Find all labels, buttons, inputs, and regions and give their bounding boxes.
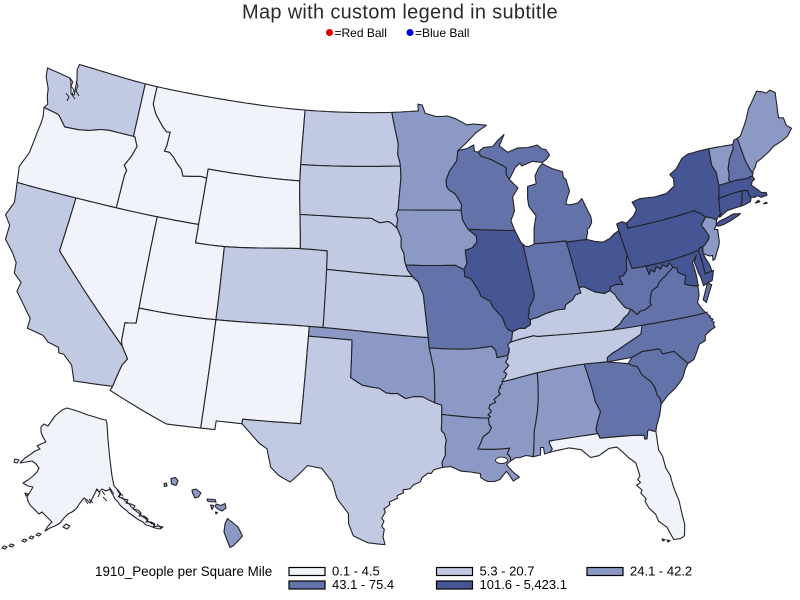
svg-text:43.1 - 75.4: 43.1 - 75.4 bbox=[332, 577, 394, 592]
svg-text:0.1 - 4.5: 0.1 - 4.5 bbox=[332, 564, 380, 579]
svg-text:=Blue Ball: =Blue Ball bbox=[415, 26, 469, 40]
svg-text:24.1 - 42.2: 24.1 - 42.2 bbox=[630, 564, 692, 579]
svg-text:1910_People per Square Mile: 1910_People per Square Mile bbox=[95, 564, 272, 579]
svg-text:5.3 - 20.7: 5.3 - 20.7 bbox=[480, 564, 535, 579]
svg-text:=Red Ball: =Red Ball bbox=[335, 26, 387, 40]
svg-text:101.6 - 5,423.1: 101.6 - 5,423.1 bbox=[480, 577, 567, 592]
svg-text:Map with custom legend in subt: Map with custom legend in subtitle bbox=[242, 2, 558, 24]
